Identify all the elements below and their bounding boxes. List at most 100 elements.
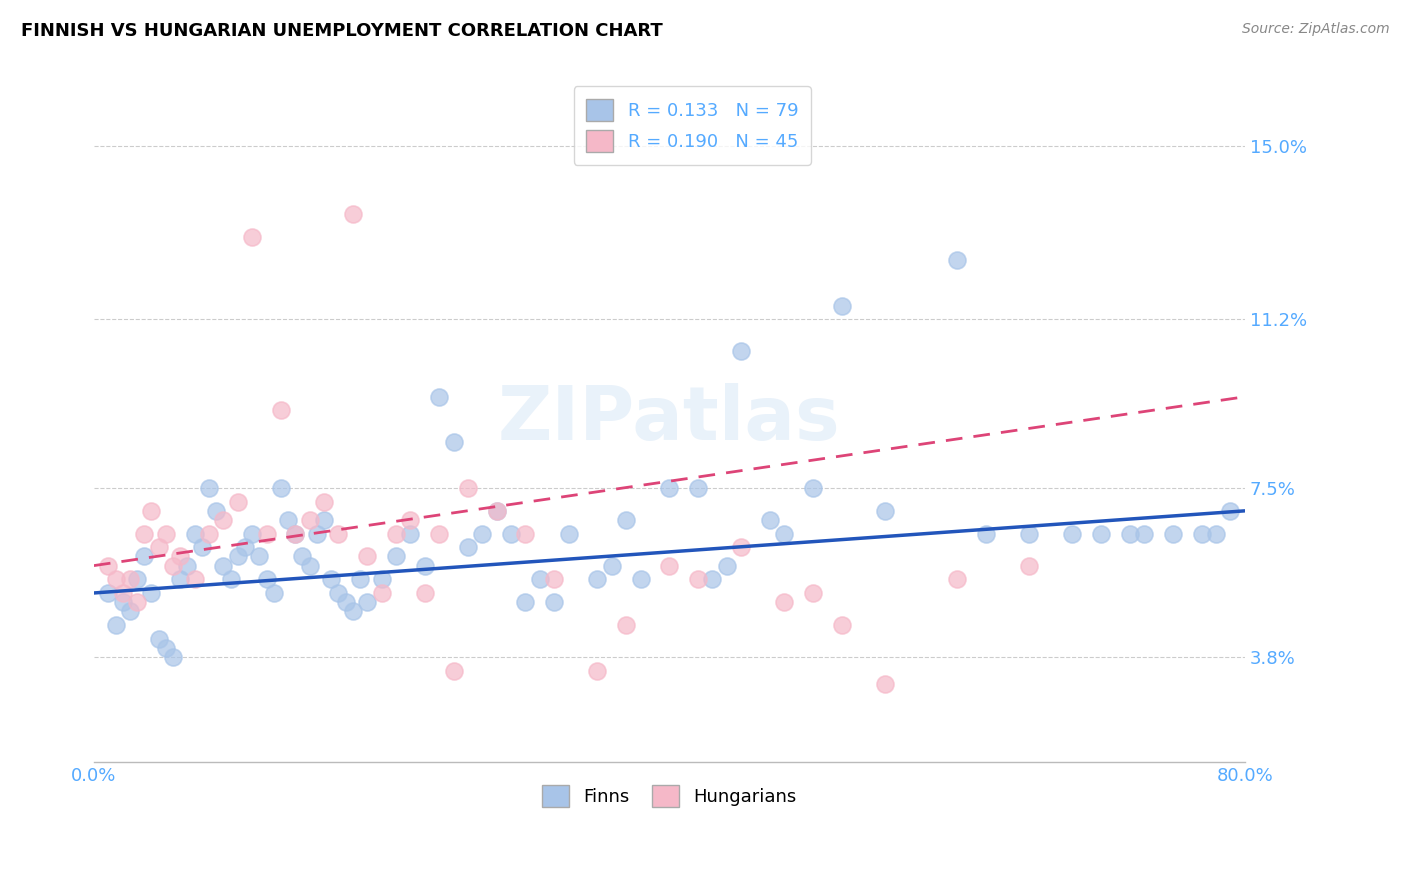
Point [97, 586, 120, 600]
Point [148, 541, 170, 555]
Point [600, 558, 623, 573]
Point [356, 595, 378, 609]
Point [702, 572, 724, 586]
Point [97, 558, 120, 573]
Point [831, 299, 853, 313]
Point [773, 595, 796, 609]
Point [873, 677, 896, 691]
Point [543, 572, 565, 586]
Point [240, 230, 263, 244]
Point [485, 504, 508, 518]
Point [328, 586, 350, 600]
Point [614, 618, 637, 632]
Point [1018, 558, 1040, 573]
Legend: Finns, Hungarians: Finns, Hungarians [534, 778, 804, 814]
Point [413, 586, 436, 600]
Point [385, 549, 408, 564]
Point [356, 549, 378, 564]
Point [162, 649, 184, 664]
Point [716, 558, 738, 573]
Point [298, 558, 321, 573]
Point [658, 558, 681, 573]
Point [183, 572, 205, 586]
Point [298, 513, 321, 527]
Point [485, 504, 508, 518]
Point [515, 526, 537, 541]
Point [134, 526, 156, 541]
Point [219, 572, 242, 586]
Point [730, 541, 752, 555]
Point [277, 513, 299, 527]
Point [342, 207, 364, 221]
Point [111, 595, 134, 609]
Point [247, 549, 270, 564]
Point [831, 618, 853, 632]
Point [1133, 526, 1156, 541]
Point [801, 586, 824, 600]
Point [321, 572, 343, 586]
Point [499, 526, 522, 541]
Point [515, 595, 537, 609]
Point [630, 572, 652, 586]
Point [349, 572, 371, 586]
Point [529, 572, 551, 586]
Point [312, 513, 335, 527]
Point [198, 526, 221, 541]
Point [104, 572, 127, 586]
Point [873, 504, 896, 518]
Point [946, 572, 969, 586]
Point [169, 572, 191, 586]
Point [125, 595, 148, 609]
Point [284, 526, 307, 541]
Point [125, 572, 148, 586]
Point [284, 526, 307, 541]
Point [118, 604, 141, 618]
Point [557, 526, 579, 541]
Point [1018, 526, 1040, 541]
Point [443, 435, 465, 450]
Point [686, 481, 709, 495]
Point [226, 549, 249, 564]
Point [183, 526, 205, 541]
Point [1191, 526, 1213, 541]
Point [427, 526, 450, 541]
Point [1219, 504, 1241, 518]
Point [148, 632, 170, 646]
Point [1161, 526, 1184, 541]
Point [256, 572, 278, 586]
Point [198, 481, 221, 495]
Point [270, 403, 292, 417]
Point [233, 541, 256, 555]
Point [104, 618, 127, 632]
Point [263, 586, 285, 600]
Point [370, 572, 392, 586]
Point [240, 526, 263, 541]
Point [385, 526, 408, 541]
Point [305, 526, 328, 541]
Point [335, 595, 357, 609]
Point [134, 549, 156, 564]
Point [457, 541, 479, 555]
Point [118, 572, 141, 586]
Point [155, 526, 177, 541]
Point [226, 494, 249, 508]
Point [759, 513, 782, 527]
Point [801, 481, 824, 495]
Point [205, 504, 228, 518]
Point [471, 526, 494, 541]
Point [586, 664, 609, 678]
Point [169, 549, 191, 564]
Point [730, 344, 752, 359]
Point [312, 494, 335, 508]
Point [162, 558, 184, 573]
Point [413, 558, 436, 573]
Point [370, 586, 392, 600]
Point [212, 513, 235, 527]
Point [946, 252, 969, 267]
Point [328, 526, 350, 541]
Point [614, 513, 637, 527]
Point [141, 586, 163, 600]
Point [111, 586, 134, 600]
Text: FINNISH VS HUNGARIAN UNEMPLOYMENT CORRELATION CHART: FINNISH VS HUNGARIAN UNEMPLOYMENT CORREL… [21, 22, 662, 40]
Point [586, 572, 609, 586]
